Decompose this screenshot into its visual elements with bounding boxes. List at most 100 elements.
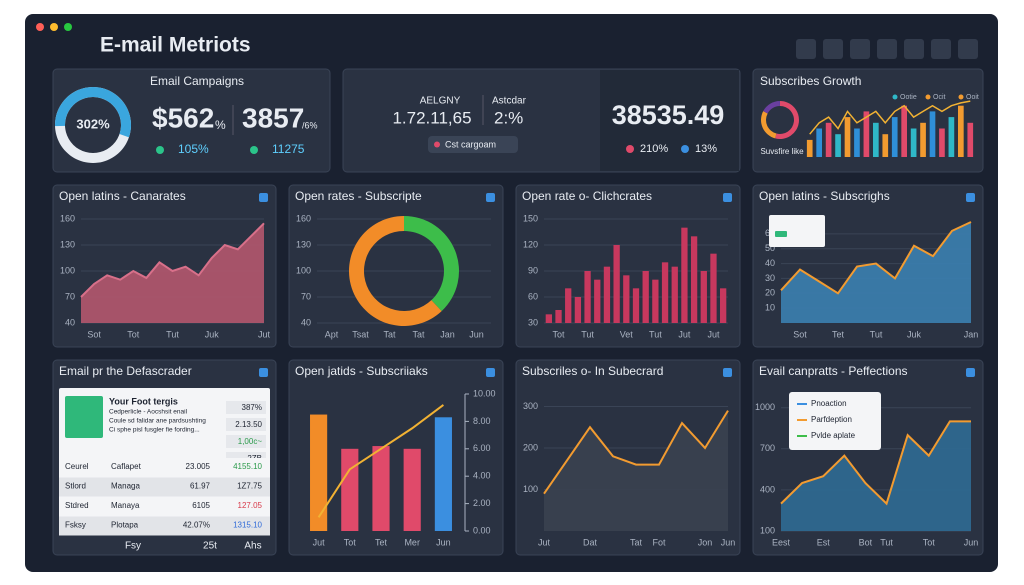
close-dot[interactable] [36,23,44,31]
minimize-dot[interactable] [50,23,58,31]
area [781,421,971,531]
tool-button[interactable] [904,39,924,59]
table-footer: Ahs [244,541,261,552]
tooltip-chip [775,231,787,237]
bar [661,262,669,323]
y-tick-label: 70 [301,291,311,301]
y-tick-label: 1000 [755,402,775,412]
y-tick-label: 8.00 [473,416,491,426]
bar [584,271,591,323]
y-tick-label: 160 [60,213,75,223]
x-tick-label: Jun [469,329,484,339]
panel-checkbox[interactable] [723,368,732,377]
field-label: Astcdar [492,96,527,107]
bar [700,271,707,323]
ring-arc [761,111,777,139]
button-dot [434,141,440,148]
tool-button[interactable] [850,39,870,59]
tool-button[interactable] [796,39,816,59]
x-tick-label: Eest [772,537,791,547]
y-tick-label: 130 [296,239,311,249]
y-tick-label: 100 [60,265,75,275]
panel-checkbox[interactable] [486,193,495,202]
y-tick-label: 100 [523,484,538,494]
field-label: AELGNY [420,96,461,107]
y-tick-label: 2.00 [473,498,491,508]
bar [910,128,917,157]
panel-checkbox[interactable] [259,368,268,377]
x-tick-label: Jon [698,537,713,547]
x-tick-label: Sot [793,329,807,339]
y-tick-label: 40 [765,258,775,268]
y-tick-label: 100 [760,525,775,535]
legend-label: Parfdeption [811,415,852,424]
x-tick-label: Sot [87,329,101,339]
table-cell: 6105 [192,501,210,510]
ring-label: Suvsfire like [760,147,804,156]
toolbar [796,39,978,59]
table-cell: Stlord [65,482,86,491]
bar [565,288,572,323]
stat-unit: /6% [302,120,318,130]
table-row [59,477,270,497]
table-cell: 1315.10 [233,521,262,530]
bar [920,122,926,157]
legend-label: Pnoaction [811,399,847,408]
panel-title: Email pr the Defascrader [59,364,192,378]
y-tick-label: 30 [528,317,538,327]
promo-line: Ci sphe pisl fusgler fie fording... [109,427,200,434]
button[interactable] [428,136,518,153]
panel-title: Open latins - Canarates [59,189,186,203]
table-cell: Manaya [111,501,140,510]
y-tick-label: 30 [765,273,775,283]
tool-button[interactable] [877,39,897,59]
legend-swatch [892,94,898,100]
y-tick-label: 150 [523,213,538,223]
delta: 11275 [272,142,305,156]
bar [863,111,870,157]
bar [652,279,659,323]
y-tick-label: 6.00 [473,443,491,453]
y-tick-label: 120 [523,239,538,249]
x-tick-label: Fot [652,537,666,547]
tool-button[interactable] [958,39,978,59]
panel-checkbox[interactable] [259,193,268,202]
tool-button[interactable] [931,39,951,59]
table-cell: 42.07% [183,521,210,530]
y-tick-label: 4.00 [473,471,491,481]
y-tick-label: 60 [528,291,538,301]
panel-checkbox[interactable] [723,193,732,202]
big-value: 38535.49 [612,100,725,130]
panel-checkbox[interactable] [966,368,975,377]
x-tick-label: Apt [325,329,339,339]
status-dot [626,145,634,153]
panel-checkbox[interactable] [966,193,975,202]
table-cell: Caflapet [111,462,142,471]
bar [613,245,620,323]
stat-box [226,401,266,414]
bar [873,122,879,157]
bar [854,128,860,157]
bar [434,417,452,531]
x-tick-label: Juk [205,329,220,339]
x-tick-label: Jut [707,329,720,339]
bar [825,122,832,157]
bar [671,266,678,323]
x-tick-label: Juk [907,329,922,339]
card-title: Email Campaigns [150,74,244,88]
zoom-dot[interactable] [64,23,72,31]
table-footer: Fsy [125,541,141,552]
panel-title: Open latins - Subscrighs [759,189,890,203]
stat-box [226,418,266,431]
field-value: 1.72.11,65 [392,108,471,127]
x-tick-label: Tut [880,537,893,547]
ring-arc [55,86,131,138]
panel-checkbox[interactable] [486,368,495,377]
bar [967,122,974,157]
x-tick-label: Tot [553,329,566,339]
bar [806,139,813,157]
x-tick-label: Jun [721,537,736,547]
table-row [59,497,270,516]
tool-button[interactable] [823,39,843,59]
table-row [59,516,270,536]
